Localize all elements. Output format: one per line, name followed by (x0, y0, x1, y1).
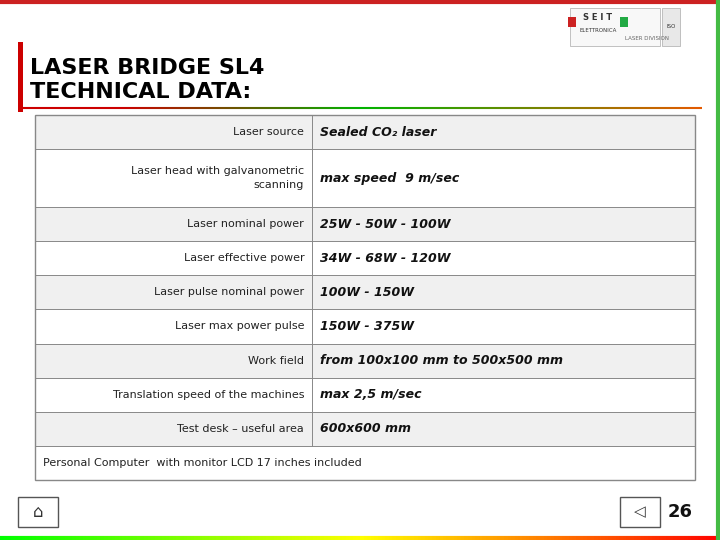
Text: Laser max power pulse: Laser max power pulse (175, 321, 304, 332)
Text: Laser source: Laser source (233, 127, 304, 137)
FancyArrow shape (568, 17, 576, 27)
Bar (18, 42, 23, 112)
Text: scanning: scanning (254, 180, 304, 191)
Text: ⌂: ⌂ (32, 503, 43, 521)
Text: TECHNICAL DATA:: TECHNICAL DATA: (30, 82, 251, 102)
Text: Laser nominal power: Laser nominal power (187, 219, 304, 229)
Text: 150W - 375W: 150W - 375W (320, 320, 414, 333)
Bar (35, 309, 695, 343)
Bar (662, 8, 680, 46)
Text: 34W - 68W - 120W: 34W - 68W - 120W (320, 252, 451, 265)
Text: ELETTRONICA: ELETTRONICA (580, 29, 617, 33)
Bar (570, 8, 660, 46)
Text: Laser pulse nominal power: Laser pulse nominal power (154, 287, 304, 298)
Text: Sealed CO₂ laser: Sealed CO₂ laser (320, 126, 436, 139)
Text: Test desk – useful area: Test desk – useful area (177, 424, 304, 434)
Text: S E I T: S E I T (583, 14, 613, 23)
Text: 600x600 mm: 600x600 mm (320, 422, 411, 435)
Bar (35, 275, 695, 309)
Bar (35, 115, 695, 149)
Text: from 100x100 mm to 500x500 mm: from 100x100 mm to 500x500 mm (320, 354, 563, 367)
FancyArrow shape (620, 17, 628, 27)
Bar (35, 343, 695, 377)
Text: 26: 26 (667, 503, 693, 521)
Text: Work field: Work field (248, 356, 304, 366)
Text: Laser effective power: Laser effective power (184, 253, 304, 264)
Text: max speed  9 m/sec: max speed 9 m/sec (320, 172, 459, 185)
Text: ◁: ◁ (634, 504, 646, 519)
Bar (35, 377, 695, 412)
Text: Personal Computer  with monitor LCD 17 inches included: Personal Computer with monitor LCD 17 in… (43, 458, 361, 468)
Text: 25W - 50W - 100W: 25W - 50W - 100W (320, 218, 451, 231)
Bar (35, 446, 695, 480)
Text: ISO: ISO (666, 24, 675, 30)
Text: LASER BRIDGE SL4: LASER BRIDGE SL4 (30, 58, 264, 78)
Bar (18, 497, 58, 527)
Text: 100W - 150W: 100W - 150W (320, 286, 414, 299)
Text: Laser head with galvanometric: Laser head with galvanometric (131, 166, 304, 176)
Bar (620, 497, 660, 527)
Text: Translation speed of the machines: Translation speed of the machines (113, 390, 304, 400)
Bar (35, 412, 695, 446)
Text: LASER DIVISION: LASER DIVISION (625, 36, 669, 40)
Text: max 2,5 m/sec: max 2,5 m/sec (320, 388, 422, 401)
Bar (35, 241, 695, 275)
Bar (35, 115, 695, 480)
Bar (35, 149, 695, 207)
Bar (35, 207, 695, 241)
